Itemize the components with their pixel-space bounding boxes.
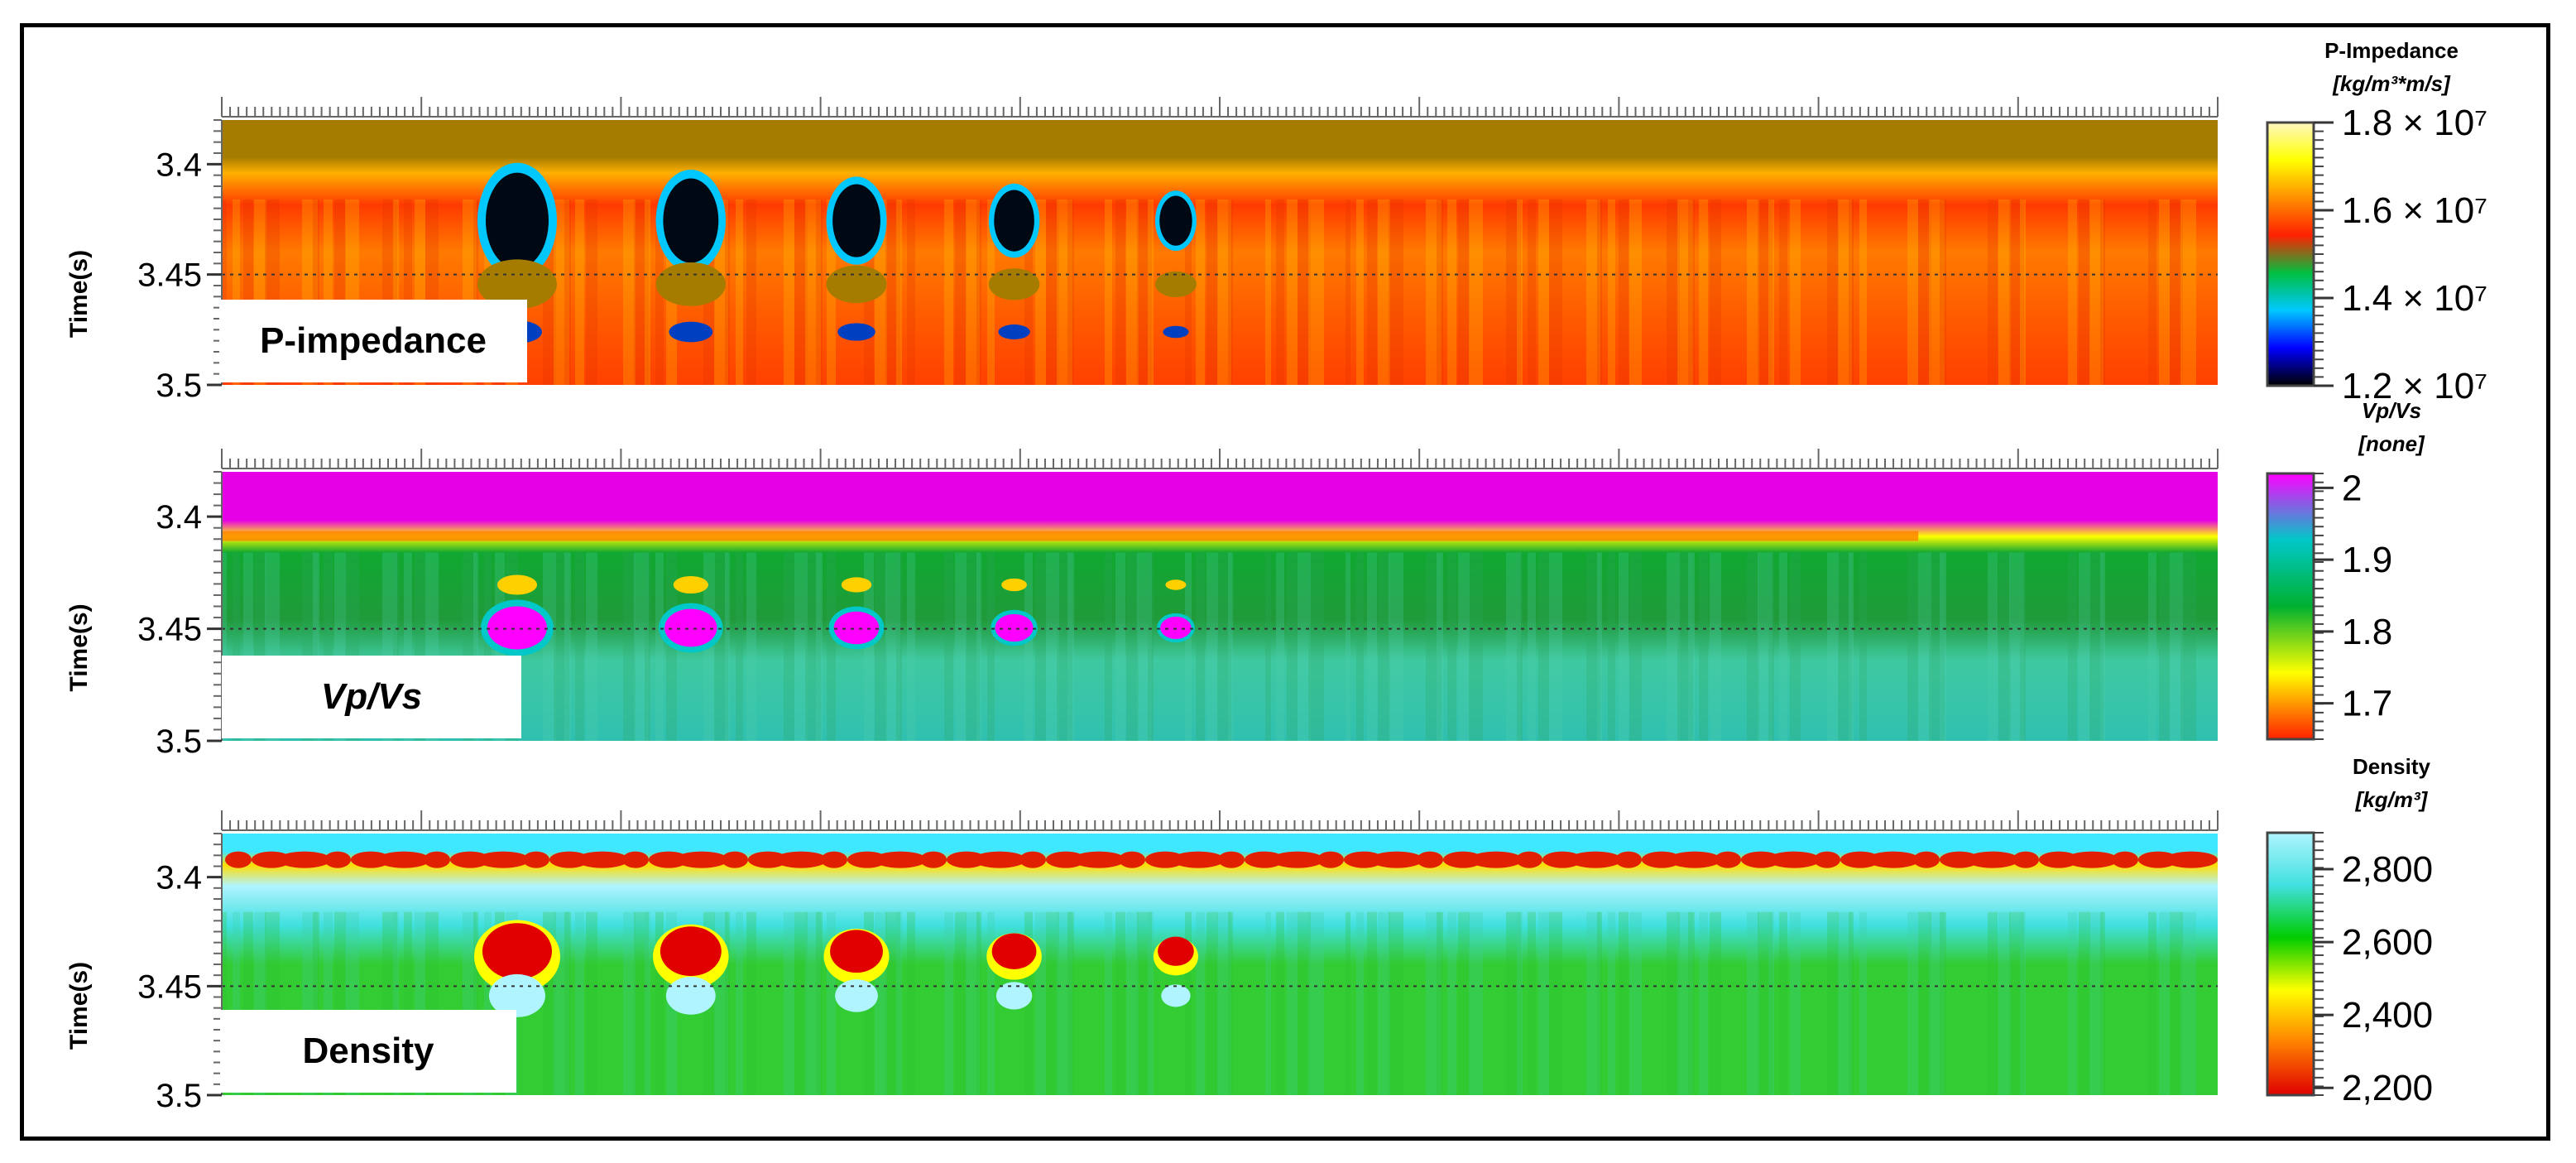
colorbar-ramp [2266, 831, 2315, 1097]
colorbar-title: P-Impedance [2324, 38, 2458, 63]
anomaly-5 [1157, 579, 1195, 643]
anomaly-2 [653, 924, 729, 1015]
colorbar-tick-label: 2,400 [2342, 995, 2433, 1036]
panel-3: 3.4 3.45 3.5 Time(s) Density [65, 810, 2219, 1114]
anomaly-4 [986, 933, 1042, 1010]
colorbar-unit: [kg/m³] [2355, 787, 2429, 812]
anomaly-2 [655, 170, 727, 343]
colorbar-tick-label: 1.4 × 10⁷ [2342, 278, 2487, 319]
anomaly-1 [480, 574, 554, 656]
colorbar-tick-label: 2 [2342, 468, 2362, 508]
y-tick-label: 3.5 [156, 1078, 202, 1114]
anomaly-3 [826, 176, 887, 341]
y-tick-label: 3.4 [156, 860, 202, 896]
anomaly-2 [659, 575, 723, 653]
colorbar-tick-label: 2,600 [2342, 922, 2433, 963]
heatmap-image [222, 834, 2218, 1095]
y-tick-label: 3.45 [137, 612, 202, 648]
colorbar-tick-label: 2,800 [2342, 849, 2433, 890]
y-tick-label: 3.4 [156, 147, 202, 183]
y-axis-title: Time(s) [65, 962, 93, 1050]
panel-1: 3.4 3.45 3.5 Time(s) P-impedance [65, 97, 2219, 404]
panel-label: Density [303, 1031, 434, 1071]
colorbar-tick-label: 2,200 [2342, 1068, 2433, 1108]
y-tick-label: 3.5 [156, 368, 202, 404]
colorbar-3: 2,800 2,600 2,400 2,200 Density [kg/m³] [2266, 754, 2433, 1108]
anomaly-3 [823, 929, 890, 1012]
y-tick-label: 3.5 [156, 723, 202, 760]
colorbar-title: Vp/Vs [2362, 398, 2421, 423]
panel-label-box [222, 656, 521, 738]
anomaly-3 [828, 577, 885, 650]
colorbar-2: 2 1.9 1.8 1.7 Vp/Vs [none] [2266, 398, 2425, 741]
colorbar-tick-label: 1.9 [2342, 540, 2392, 580]
colorbar-unit: [kg/m³*m/s] [2332, 71, 2451, 96]
colorbar-title: Density [2353, 754, 2430, 779]
panel-label-box [219, 300, 527, 382]
panel-2: 3.4 3.45 3.5 Time(s) Vp/Vs [65, 449, 2219, 760]
colorbar-1: 1.8 × 10⁷ 1.6 × 10⁷ 1.4 × 10⁷ 1.2 × 10⁷ P-Im… [2266, 38, 2487, 406]
heatmap-image [222, 472, 2218, 741]
panel-label: P-impedance [260, 320, 487, 361]
colorbar-tick-label: 1.2 × 10⁷ [2342, 366, 2487, 406]
anomaly-4 [991, 578, 1038, 646]
anomaly-5 [1154, 190, 1197, 339]
y-tick-label: 3.4 [156, 499, 202, 536]
y-tick-label: 3.45 [137, 257, 202, 294]
colorbar-unit: [none] [2358, 431, 2425, 456]
panel-label: Vp/Vs [321, 676, 422, 717]
colorbar-tick-label: 1.7 [2342, 684, 2392, 724]
colorbar-tick-label: 1.6 × 10⁷ [2342, 190, 2487, 231]
colorbar-tick-label: 1.8 [2342, 612, 2392, 652]
y-axis-title: Time(s) [65, 603, 93, 691]
y-tick-label: 3.45 [137, 968, 202, 1005]
colorbar-ramp [2266, 121, 2315, 387]
panel-label-box [220, 1010, 516, 1093]
anomaly-1 [473, 920, 560, 1017]
anomaly-5 [1153, 936, 1198, 1007]
y-axis-title: Time(s) [65, 250, 93, 338]
colorbar-tick-label: 1.8 × 10⁷ [2342, 103, 2487, 143]
colorbar-ramp [2266, 472, 2315, 741]
anomaly-4 [988, 183, 1040, 339]
